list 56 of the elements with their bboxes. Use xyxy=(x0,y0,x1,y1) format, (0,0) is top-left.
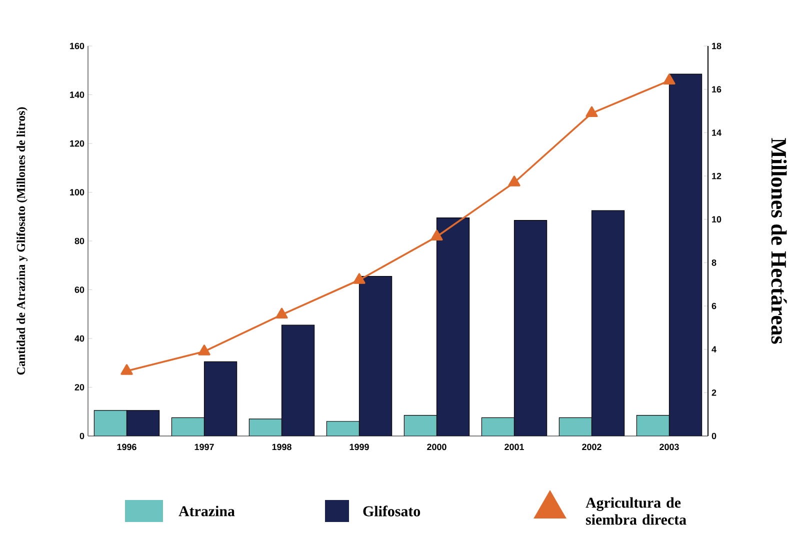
point xyxy=(430,230,443,241)
legend-label: Glifosato xyxy=(363,506,420,516)
legend-label: Atrazina xyxy=(178,506,235,516)
bar xyxy=(404,414,438,436)
bar xyxy=(326,421,360,436)
bar xyxy=(126,410,160,436)
bar xyxy=(514,220,548,436)
bar xyxy=(668,74,702,436)
point xyxy=(508,176,520,186)
y-tick-label: 120 xyxy=(70,140,84,147)
y2-tick-label: 6 xyxy=(712,302,716,310)
y2-tick-label: 10 xyxy=(712,216,722,223)
bar xyxy=(481,417,515,436)
point xyxy=(276,308,288,319)
x-tick-label: 1998 xyxy=(272,444,292,450)
bar xyxy=(204,361,238,436)
bar xyxy=(94,410,128,436)
point xyxy=(663,74,676,85)
x-tick-label: 1997 xyxy=(194,444,214,450)
y2-tick-label: 2 xyxy=(712,390,716,396)
bar xyxy=(281,324,315,436)
x-tick-label: 1996 xyxy=(117,444,136,450)
y2-tick-label: 14 xyxy=(712,130,722,136)
x-tick-label: 2001 xyxy=(504,444,524,450)
y-tick-label: 60 xyxy=(74,286,84,293)
y2-tick-label: 16 xyxy=(712,86,722,93)
bar xyxy=(358,276,392,436)
y2-tick-label: 18 xyxy=(712,42,722,50)
y-tick-label: 0 xyxy=(80,432,84,440)
x-tick-label: 1999 xyxy=(350,444,369,450)
legend-label: Agricultura de siembra directa xyxy=(586,497,686,525)
point xyxy=(198,344,210,356)
bar xyxy=(436,218,470,436)
y-tick-label: 20 xyxy=(74,384,84,390)
point xyxy=(353,273,366,284)
y-tick-label: 100 xyxy=(70,189,84,196)
y2-tick-label: 4 xyxy=(712,346,716,352)
bar xyxy=(171,417,205,436)
y2-axis-title: Millones de Hectáreas xyxy=(771,138,787,344)
y-tick-label: 160 xyxy=(70,42,84,50)
bar xyxy=(591,210,625,436)
x-tick-label: 2003 xyxy=(660,444,679,450)
x-tick-label: 2000 xyxy=(427,444,446,450)
x-tick-label: 2002 xyxy=(582,444,602,450)
bar xyxy=(558,417,592,436)
y-tick-label: 80 xyxy=(74,238,84,244)
y2-tick-label: 12 xyxy=(712,172,722,180)
y2-tick-label: 8 xyxy=(712,259,716,266)
bar xyxy=(636,414,670,436)
bar xyxy=(248,418,282,436)
y-tick-label: 40 xyxy=(74,335,84,342)
y-tick-label: 140 xyxy=(70,92,84,98)
point xyxy=(120,364,133,375)
y-axis-title: Cantidad de Atrazina y Glifosato (Millones de litros) xyxy=(16,107,28,375)
y2-tick-label: 0 xyxy=(712,432,716,440)
point xyxy=(586,106,598,118)
